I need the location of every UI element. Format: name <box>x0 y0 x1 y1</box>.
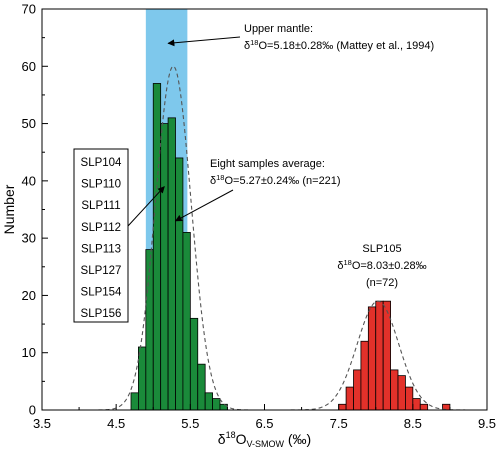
upper-mantle-arrow <box>167 36 241 47</box>
x-tick-label: 8.5 <box>404 416 422 431</box>
x-tick-label: 3.5 <box>33 416 51 431</box>
x-tick-label: 9.5 <box>478 416 496 431</box>
slp105-value: δ18O=8.03±0.28‰ <box>337 258 426 272</box>
bar-series2-1 <box>345 386 354 411</box>
y-tick-label: 0 <box>29 403 36 418</box>
bar-series1-4 <box>160 123 169 411</box>
y-tick-label: 70 <box>22 2 36 17</box>
y-tick-label: 60 <box>22 59 36 74</box>
x-tick-label: 7.5 <box>330 416 348 431</box>
sample-list-frame <box>73 148 129 323</box>
x-tick-label: 4.5 <box>107 416 125 431</box>
sample-label: SLP113 <box>81 243 121 255</box>
sample-label: SLP154 <box>81 287 123 299</box>
y-tick-label: 20 <box>22 288 36 303</box>
upper-mantle-annotation: Upper mantle: δ18O=5.18±0.28‰ (Mattey et… <box>167 23 434 52</box>
bar-series1-0 <box>130 392 139 411</box>
slp105-count: (n=72) <box>366 277 398 289</box>
y-tick-label: 40 <box>22 173 36 188</box>
y-axis-label: Number <box>1 184 17 234</box>
bar-series2-7 <box>390 369 399 411</box>
eight-samples-title: Eight samples average: <box>210 158 325 170</box>
x-axis-label: δ18OV-SMOW (‰) <box>218 430 311 449</box>
bar-series1-12 <box>219 403 228 411</box>
bar-series1-6 <box>175 157 184 411</box>
bar-series2-2 <box>353 369 362 411</box>
bar-series1-1 <box>138 346 147 411</box>
sample-label: SLP104 <box>81 157 123 169</box>
sample-label: SLP110 <box>81 179 121 191</box>
bar-series2-4 <box>367 306 377 411</box>
eight-samples-annotation: Eight samples average: δ18O=5.27±0.24‰ (… <box>174 158 341 222</box>
slp105-title: SLP105 <box>362 243 401 255</box>
bar-series1-10 <box>204 392 213 411</box>
y-tick-label: 50 <box>22 116 36 131</box>
bar-series2-3 <box>360 340 369 411</box>
sample-label: SLP112 <box>81 222 121 234</box>
bar-series1-5 <box>167 117 176 411</box>
x-tick-label: 5.5 <box>181 416 199 431</box>
sample-list-arrow <box>127 186 165 227</box>
sample-label: SLP127 <box>81 265 122 277</box>
x-tick-label: 6.5 <box>255 416 273 431</box>
slp105-annotation: SLP105 δ18O=8.03±0.28‰ (n=72) <box>337 243 426 289</box>
bar-series2-8 <box>397 375 406 411</box>
bar-series2-11 <box>419 403 429 411</box>
eight-samples-value: δ18O=5.27±0.24‰ (n=221) <box>210 173 341 187</box>
bar-series2-10 <box>412 398 421 411</box>
bar-series2-9 <box>405 386 414 411</box>
bar-series2-5 <box>375 300 384 411</box>
y-axis-ticks: 0 10 20 30 40 50 60 70 <box>22 2 48 418</box>
bar-series1-7 <box>182 232 191 411</box>
y-tick-label: 10 <box>22 345 36 360</box>
eight-samples-arrow <box>174 189 234 222</box>
bar-series1-11 <box>212 398 221 411</box>
bar-series1-9 <box>197 363 206 411</box>
sample-label: SLP111 <box>81 200 120 212</box>
fit-curves-layer <box>98 65 466 411</box>
x-axis-ticks: 3.5 4.5 5.5 6.5 7.5 8.5 9.5 <box>33 404 496 431</box>
bar-series1-8 <box>189 317 199 411</box>
upper-mantle-title: Upper mantle: <box>244 23 313 35</box>
sample-label: SLP156 <box>81 308 122 320</box>
y-tick-label: 30 <box>22 231 36 246</box>
fit-curve-series2 <box>290 300 466 411</box>
bar-series2-0 <box>338 403 347 411</box>
sample-list-box: SLP104 SLP110 SLP111 SLP112 SLP113 SLP127 SLP1… <box>73 148 165 323</box>
bar-series1-2 <box>145 249 154 411</box>
bar-series1-3 <box>152 83 162 411</box>
upper-mantle-value: δ18O=5.18±0.28‰ (Mattey et al., 1994) <box>244 38 434 52</box>
